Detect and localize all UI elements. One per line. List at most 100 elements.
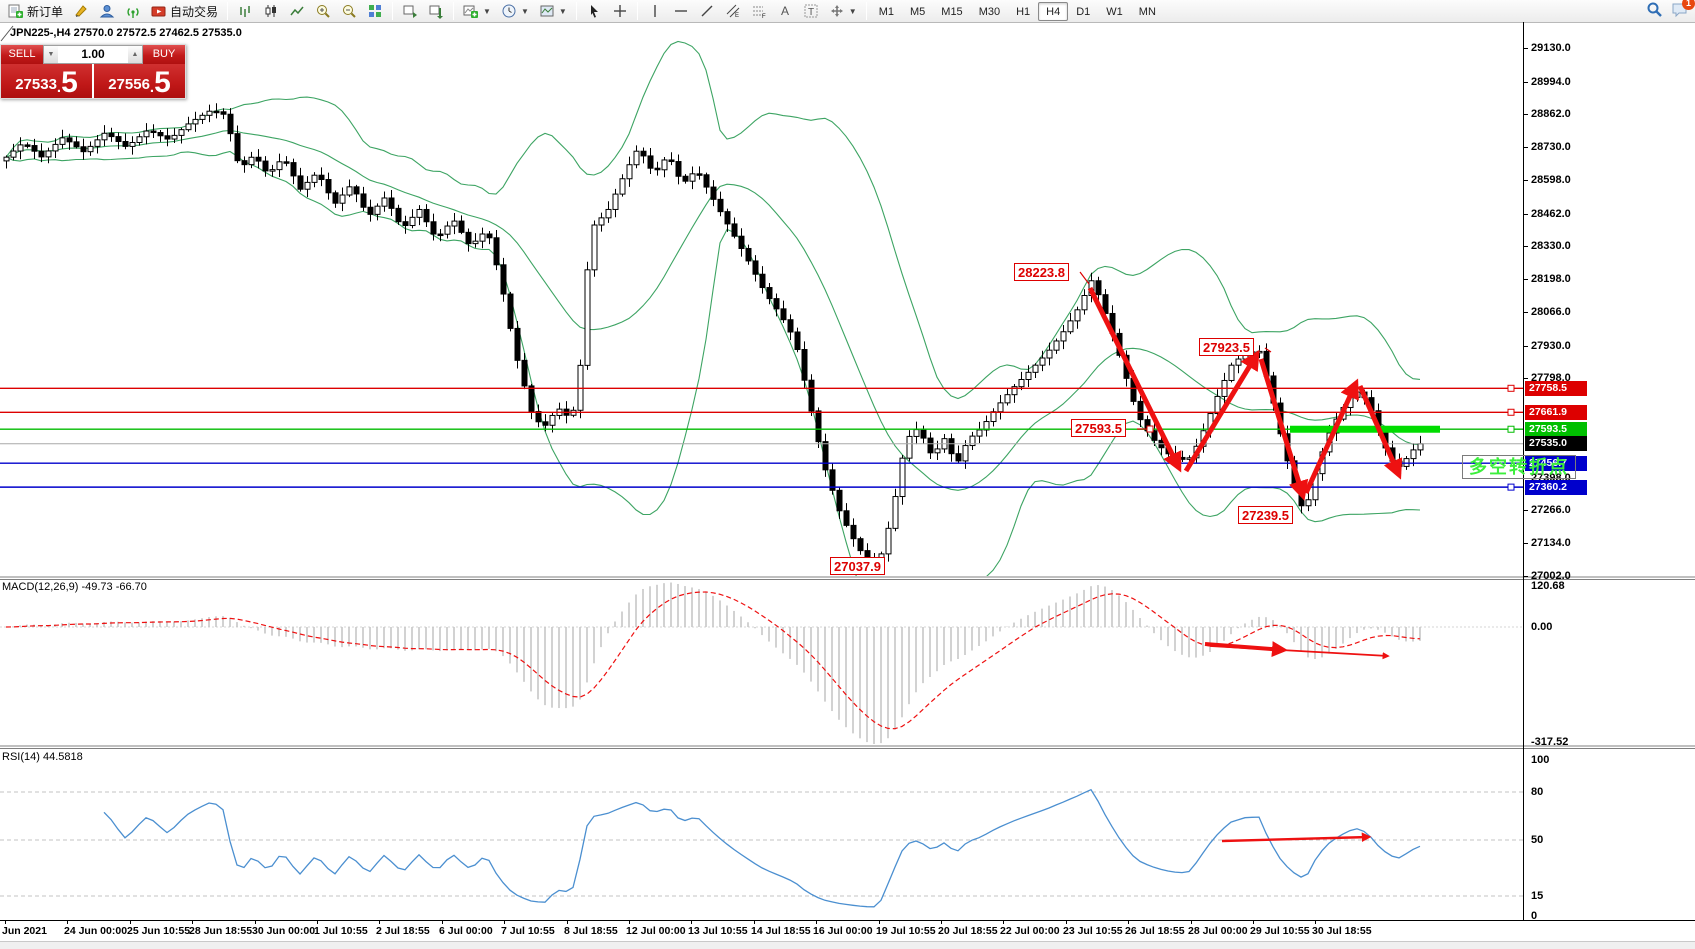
zoom-in-button[interactable]: [310, 1, 336, 21]
line-handle[interactable]: [1507, 384, 1515, 392]
trend-arrow[interactable]: [1357, 384, 1403, 480]
x-axis-label: 19 Jul 10:55: [876, 925, 936, 937]
trend-arrow[interactable]: [1303, 378, 1359, 495]
search-icon[interactable]: [1646, 1, 1663, 23]
swing-price-label[interactable]: 27037.9: [830, 557, 885, 575]
bear-candle: [458, 220, 465, 233]
timeframe-m15-button[interactable]: M15: [941, 5, 963, 18]
bear-candle: [766, 287, 773, 300]
line-chart-button[interactable]: [284, 1, 310, 21]
profile-button[interactable]: [94, 1, 120, 21]
new-chart-button[interactable]: ▼: [458, 1, 496, 21]
label-connector: [1264, 347, 1272, 353]
cursor-button[interactable]: [581, 1, 607, 21]
arrows-button[interactable]: ▼: [824, 1, 862, 21]
timeframe-h4-button[interactable]: H4: [1038, 1, 1069, 21]
tile-windows-button[interactable]: [362, 1, 388, 21]
buy-button[interactable]: BUY: [143, 45, 185, 64]
rsi-annotation-arrow[interactable]: [1221, 832, 1372, 843]
trend-arrow[interactable]: [1183, 349, 1260, 473]
lot-increase-button[interactable]: ▲: [128, 46, 142, 63]
channel-button[interactable]: E: [720, 1, 746, 21]
candlestick-button[interactable]: [258, 1, 284, 21]
y-axis-tickmark: [1524, 147, 1528, 149]
dropdown-arrow-icon[interactable]: ▼: [520, 6, 529, 16]
label-anchor-square: [1146, 425, 1154, 433]
signal-button[interactable]: [120, 1, 146, 21]
swing-price-label[interactable]: 28223.8: [1014, 263, 1069, 281]
bull-candle: [276, 161, 283, 171]
lot-decrease-button[interactable]: ▼: [44, 46, 58, 63]
chart-title: JPN225-,H4 27570.0 27572.5 27462.5 27535…: [10, 27, 242, 39]
x-axis-tickmark: [941, 920, 942, 924]
bull-candle: [934, 448, 941, 454]
zoom-out-button[interactable]: [336, 1, 362, 21]
rsi-line: [103, 788, 1421, 908]
bear-candle: [213, 110, 220, 114]
bull-candle: [101, 132, 108, 141]
line-handle[interactable]: [1507, 483, 1515, 491]
lime-highlight-segment[interactable]: [1290, 425, 1440, 433]
hline-button[interactable]: [668, 1, 694, 21]
crosshair-button[interactable]: [607, 1, 633, 21]
macd-annotation-arrow[interactable]: [1209, 645, 1390, 660]
sell-button[interactable]: SELL: [1, 45, 43, 64]
bull-candle: [444, 225, 451, 235]
bar-chart-button[interactable]: [232, 1, 258, 21]
dropdown-arrow-icon[interactable]: ▼: [558, 6, 567, 16]
bear-candle: [500, 264, 507, 295]
chat-icon[interactable]: 1: [1671, 0, 1695, 23]
vline-button[interactable]: [642, 1, 668, 21]
templates-button[interactable]: ▼: [534, 1, 572, 21]
swing-price-label[interactable]: 27239.5: [1238, 506, 1293, 524]
bear-candle: [507, 293, 514, 329]
timeframe-mn-button[interactable]: MN: [1138, 5, 1156, 18]
arrows-icon: [829, 3, 845, 19]
x-axis-label: 23 Jul 10:55: [1063, 925, 1123, 937]
lot-size-input[interactable]: 1.00: [81, 47, 105, 61]
new-order-button[interactable]: 新订单: [3, 1, 68, 21]
line-handle[interactable]: [1507, 408, 1515, 416]
trendline-button[interactable]: [694, 1, 720, 21]
timeframe-m5-button[interactable]: M5: [910, 5, 926, 18]
bull-candle: [1214, 395, 1221, 415]
timeframe-m30-button[interactable]: M30: [978, 5, 1001, 18]
bear-candle: [647, 155, 654, 169]
auto-arrange-button[interactable]: [397, 1, 423, 21]
text-button[interactable]: A: [772, 1, 798, 21]
text-annotation[interactable]: 多空转折点: [1462, 455, 1576, 479]
timeframe-w1-button[interactable]: W1: [1106, 5, 1123, 18]
y-axis-tick-label: 27266.0: [1531, 504, 1571, 517]
bull-candle: [178, 129, 185, 136]
swing-price-label[interactable]: 27923.5: [1199, 338, 1254, 356]
dropdown-arrow-icon[interactable]: ▼: [848, 6, 857, 16]
buy-price-display[interactable]: 27556. 5: [94, 64, 185, 98]
candles-icon: [263, 3, 279, 19]
bear-candle: [955, 453, 962, 462]
sell-price-display[interactable]: 27533. 5: [1, 64, 92, 98]
timeframe-d1-button[interactable]: D1: [1076, 5, 1091, 18]
autotrade-button[interactable]: 自动交易: [146, 1, 223, 21]
highlighter-button[interactable]: [68, 1, 94, 21]
line-handle[interactable]: [1507, 425, 1515, 433]
x-axis-label: 26 Jul 18:55: [1125, 925, 1185, 937]
x-axis-tickmark: [1066, 920, 1067, 924]
rsi-pane: [0, 788, 1523, 908]
periods-button[interactable]: ▼: [496, 1, 534, 21]
swing-price-label[interactable]: 27593.5: [1071, 419, 1126, 437]
label-button[interactable]: T: [798, 1, 824, 21]
main-toolbar: 新订单 自动交易 ▼ ▼ ▼ E F A T ▼ M1 M5 M15 M30 H1 H4 D1 W1 MN 1: [0, 0, 1695, 23]
timeframe-m1-button[interactable]: M1: [878, 5, 894, 18]
x-axis-tickmark: [1253, 920, 1254, 924]
track-chart-button[interactable]: [423, 1, 449, 21]
bull-candle: [1060, 331, 1067, 342]
fibonacci-button[interactable]: F: [746, 1, 772, 21]
trend-arrow[interactable]: [1258, 358, 1309, 501]
timeframe-h1-button[interactable]: H1: [1016, 5, 1031, 18]
dropdown-arrow-icon[interactable]: ▼: [483, 6, 491, 16]
trend-arrow[interactable]: [1087, 286, 1182, 473]
rsi-axis-label: 15: [1531, 890, 1544, 902]
bear-candle: [1179, 456, 1186, 460]
y-axis-tick-label: 28598.0: [1531, 174, 1571, 186]
